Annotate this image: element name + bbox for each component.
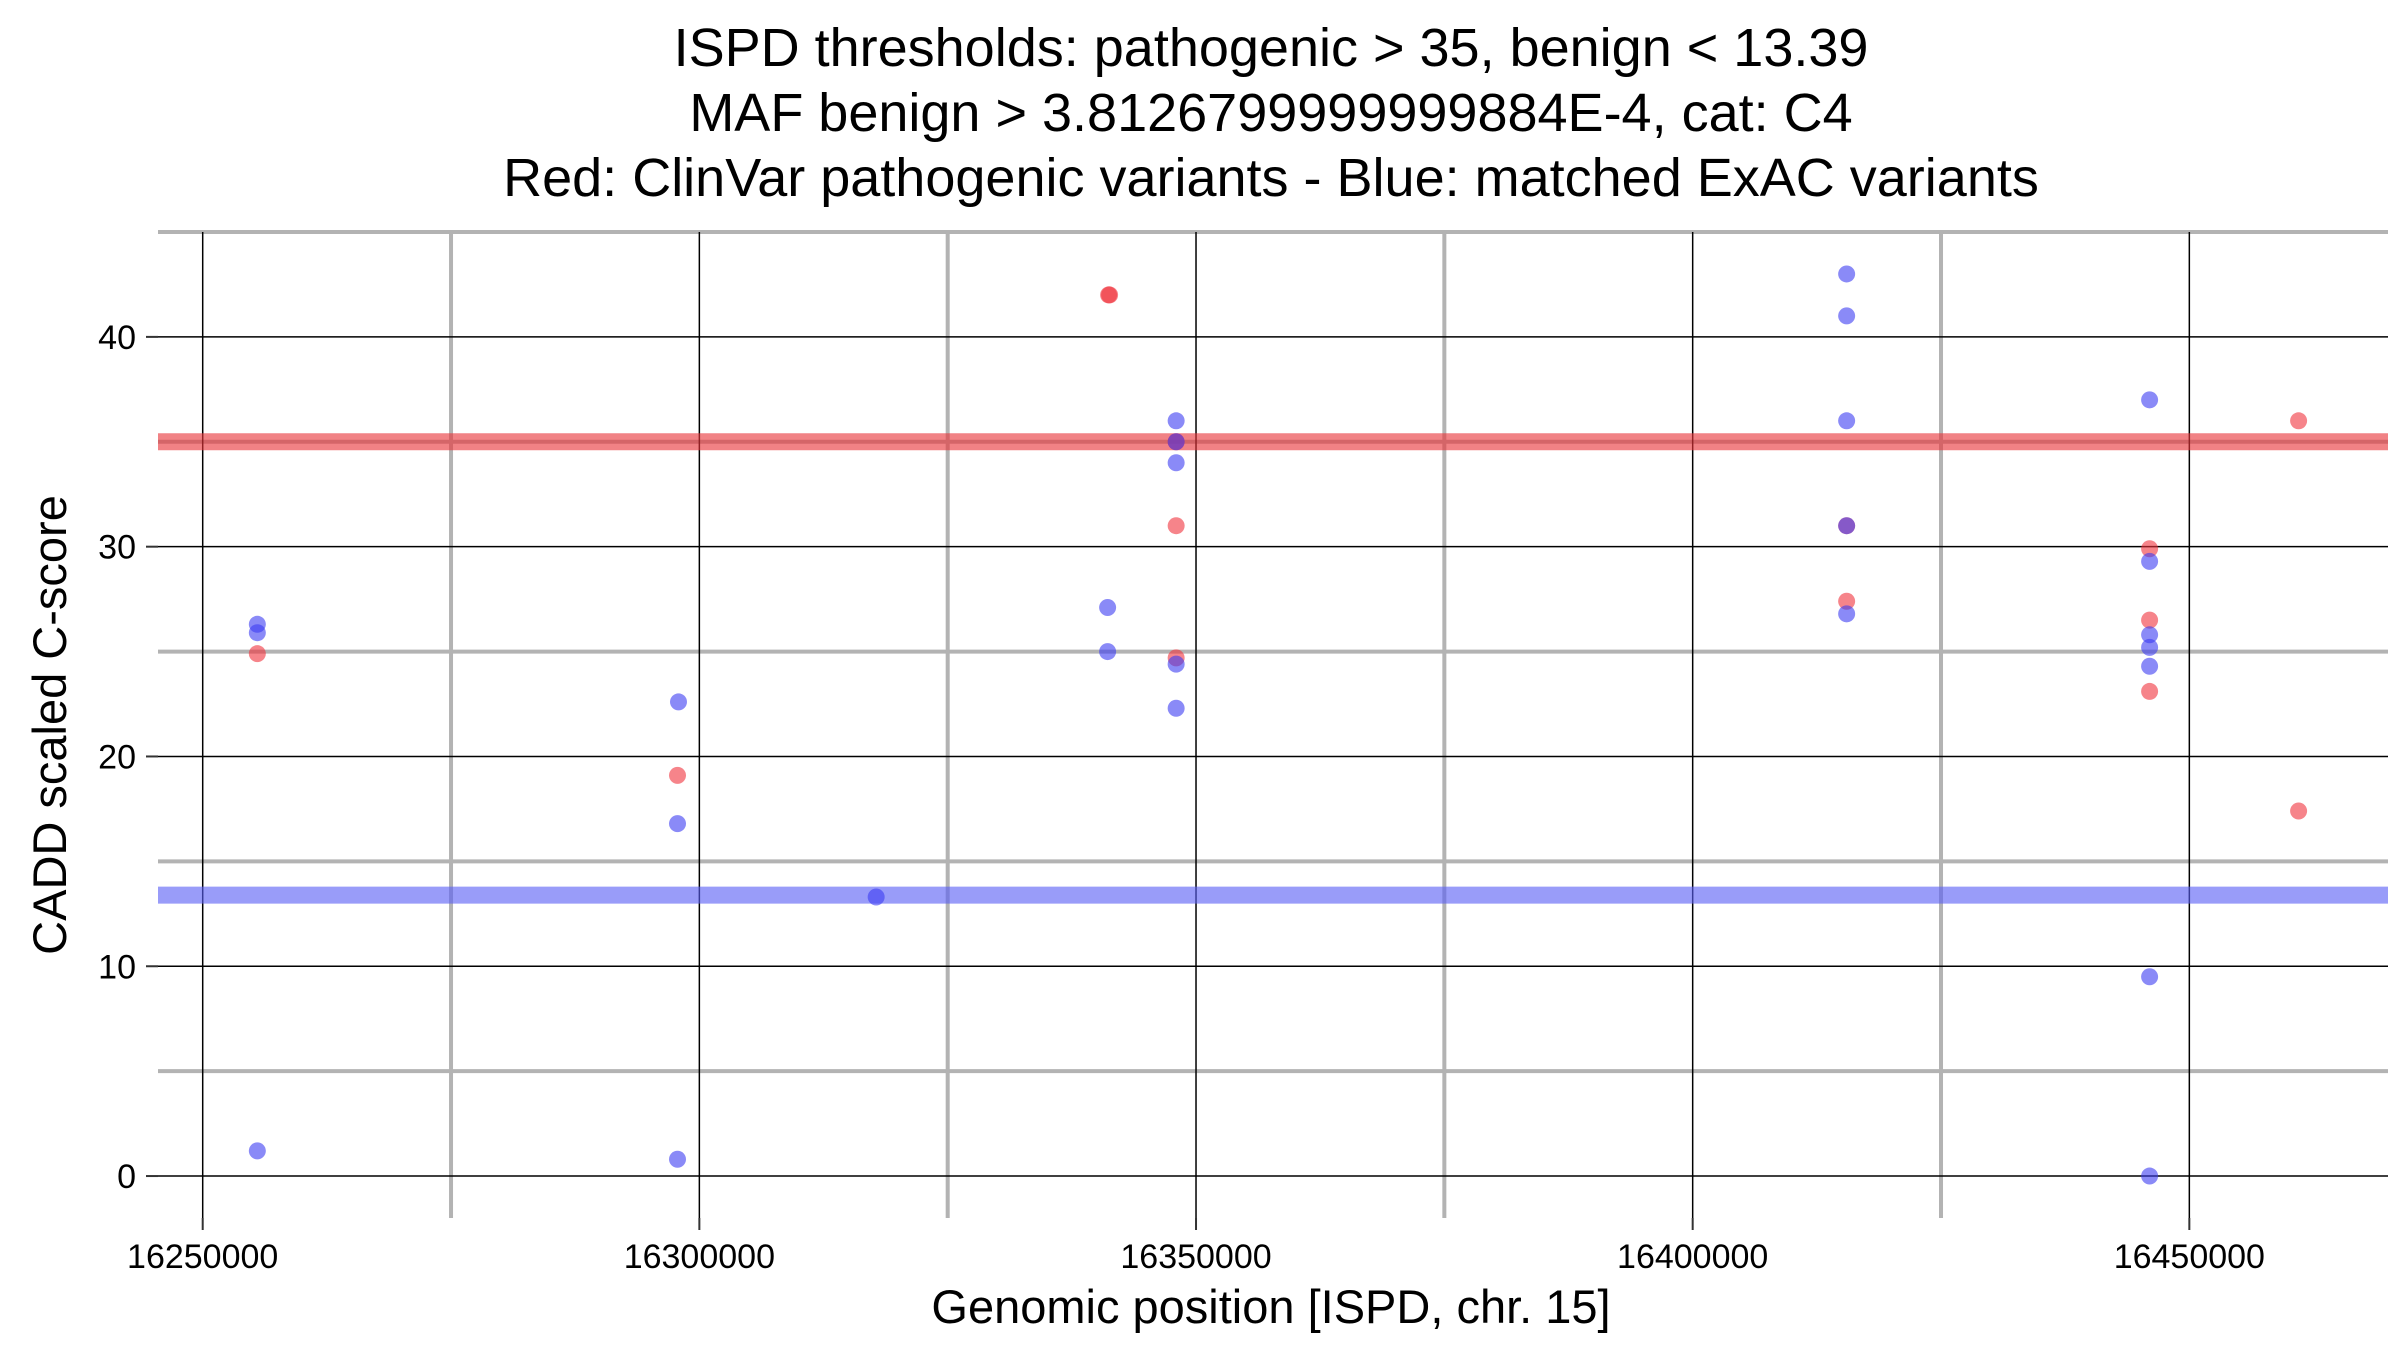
y-tick-label: 0 xyxy=(117,1158,136,1196)
clinvar-pathogenic-point xyxy=(1838,592,1856,610)
chart-title-line-1: ISPD thresholds: pathogenic > 35, benign… xyxy=(674,18,1869,78)
x-tick-label: 16300000 xyxy=(624,1238,775,1276)
exac-matched-point xyxy=(669,693,687,711)
major-grid xyxy=(158,232,2388,1218)
clinvar-pathogenic-point xyxy=(2141,611,2159,629)
exac-matched-point xyxy=(867,888,885,906)
exac-matched-point xyxy=(1838,265,1856,283)
threshold-lines xyxy=(158,433,2388,904)
exac-matched-point xyxy=(1167,412,1185,430)
x-axis-ticks: 16250000 16300000 16350000 16400000 16450000 xyxy=(127,1218,2265,1276)
exac-matched-point xyxy=(2141,657,2159,675)
y-tick-label: 30 xyxy=(98,529,136,567)
clinvar-pathogenic-point xyxy=(248,645,266,663)
exac-matched-point xyxy=(1838,307,1856,325)
exac-matched-point xyxy=(2141,552,2159,570)
exac-matched-point xyxy=(1838,412,1856,430)
x-axis-title: Genomic position [ISPD, chr. 15] xyxy=(931,1280,1610,1333)
exac-matched-point xyxy=(1167,699,1185,717)
y-tick-label: 20 xyxy=(98,738,136,776)
x-tick-label: 16250000 xyxy=(127,1238,278,1276)
exac-matched-point xyxy=(1167,433,1185,451)
exac-matched-point xyxy=(1099,643,1117,661)
y-tick-label: 10 xyxy=(98,948,136,986)
exac-matched-point xyxy=(1838,517,1856,535)
exac-matched-point xyxy=(248,624,266,642)
x-tick-label: 16400000 xyxy=(1617,1238,1768,1276)
chart-title-line-3: Red: ClinVar pathogenic variants - Blue:… xyxy=(503,148,2039,208)
minor-grid xyxy=(158,230,2388,1218)
clinvar-pathogenic-point xyxy=(2141,682,2159,700)
exac-matched-point xyxy=(1838,605,1856,623)
chart-title: ISPD thresholds: pathogenic > 35, benign… xyxy=(503,18,2039,208)
y-axis-ticks: 0 10 20 30 40 xyxy=(98,319,158,1196)
exac-matched-point xyxy=(2141,1167,2159,1185)
exac-matched-point xyxy=(669,815,687,833)
y-tick-label: 40 xyxy=(98,319,136,357)
exac-matched-point xyxy=(669,1150,687,1168)
exac-matched-point xyxy=(1167,454,1185,472)
exac-matched-point xyxy=(2141,638,2159,656)
x-tick-label: 16350000 xyxy=(1120,1238,1271,1276)
exac-matched-point xyxy=(2141,968,2159,986)
chart-title-line-2: MAF benign > 3.8126799999999884E-4, cat:… xyxy=(689,83,1852,143)
exac-matched-point xyxy=(2141,626,2159,644)
clinvar-pathogenic-point xyxy=(2290,412,2308,430)
clinvar-pathogenic-point xyxy=(669,766,687,784)
y-axis-title: CADD scaled C-score xyxy=(23,495,76,955)
clinvar-pathogenic-point xyxy=(1101,286,1119,304)
data-points xyxy=(248,265,2308,1185)
exac-matched-point xyxy=(248,1142,266,1160)
exac-matched-point xyxy=(1167,655,1185,673)
exac-matched-point xyxy=(2141,391,2159,409)
x-tick-label: 16450000 xyxy=(2114,1238,2265,1276)
clinvar-pathogenic-point xyxy=(2290,802,2308,820)
exac-matched-point xyxy=(1099,599,1117,617)
clinvar-pathogenic-point xyxy=(1167,517,1185,535)
clinvar-pathogenic-point xyxy=(2141,540,2159,558)
